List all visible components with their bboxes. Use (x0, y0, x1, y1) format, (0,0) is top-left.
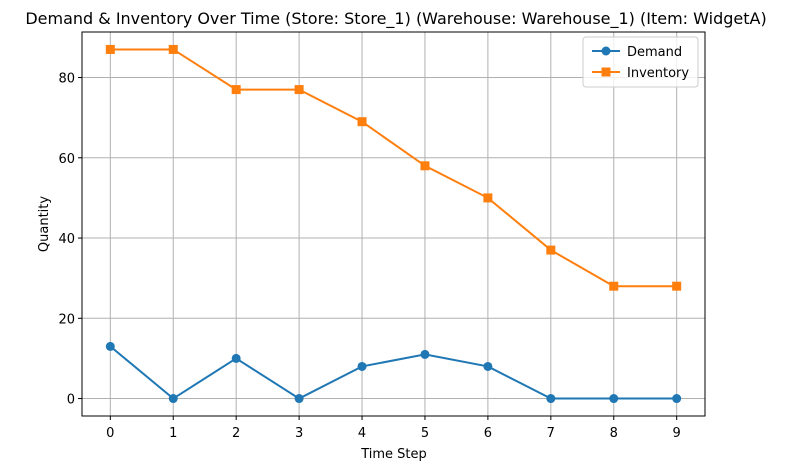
y-tick-label: 0 (67, 393, 75, 408)
x-tick-label: 5 (421, 426, 429, 441)
demand-point (232, 354, 241, 363)
demand-point (546, 394, 555, 403)
legend: Demand Inventory (583, 37, 698, 87)
inventory-point (672, 282, 681, 291)
demand-point (295, 394, 304, 403)
plot-frame (82, 32, 705, 416)
inventory-point (546, 246, 555, 255)
chart-title: Demand & Inventory Over Time (Store: Sto… (25, 9, 766, 29)
x-axis-label: Time Step (360, 447, 427, 462)
inventory-point (169, 45, 178, 54)
inventory-point (232, 85, 241, 94)
demand-line (110, 346, 676, 398)
x-tick-label: 6 (484, 426, 492, 441)
demand-point (609, 394, 618, 403)
y-tick-label: 20 (58, 312, 75, 327)
legend-label-demand: Demand (627, 45, 682, 60)
demand-point (106, 342, 115, 351)
grid (82, 32, 705, 416)
legend-marker-inventory (602, 68, 611, 77)
inventory-point (106, 45, 115, 54)
demand-point (420, 350, 429, 359)
legend-label-inventory: Inventory (627, 66, 689, 81)
series-layer (106, 45, 681, 403)
x-tick-label: 9 (673, 426, 681, 441)
x-tick-label: 7 (547, 426, 555, 441)
legend-marker-demand (602, 47, 611, 56)
x-tick-label: 4 (358, 426, 366, 441)
demand-point (672, 394, 681, 403)
y-tick-label: 40 (58, 232, 75, 247)
y-axis-label: Quantity (37, 196, 52, 252)
inventory-point (609, 282, 618, 291)
y-tick-label: 60 (58, 152, 75, 167)
inventory-point (295, 85, 304, 94)
x-tick-label: 0 (106, 426, 114, 441)
inventory-point (420, 161, 429, 170)
inventory-point (358, 117, 367, 126)
x-tick-label: 2 (232, 426, 240, 441)
inventory-point (483, 193, 492, 202)
x-tick-label: 3 (295, 426, 303, 441)
x-tick-label: 8 (610, 426, 618, 441)
y-tick-label: 80 (58, 72, 75, 87)
demand-point (358, 362, 367, 371)
x-tick-label: 1 (169, 426, 177, 441)
demand-point (483, 362, 492, 371)
demand-series (106, 342, 681, 403)
demand-point (169, 394, 178, 403)
